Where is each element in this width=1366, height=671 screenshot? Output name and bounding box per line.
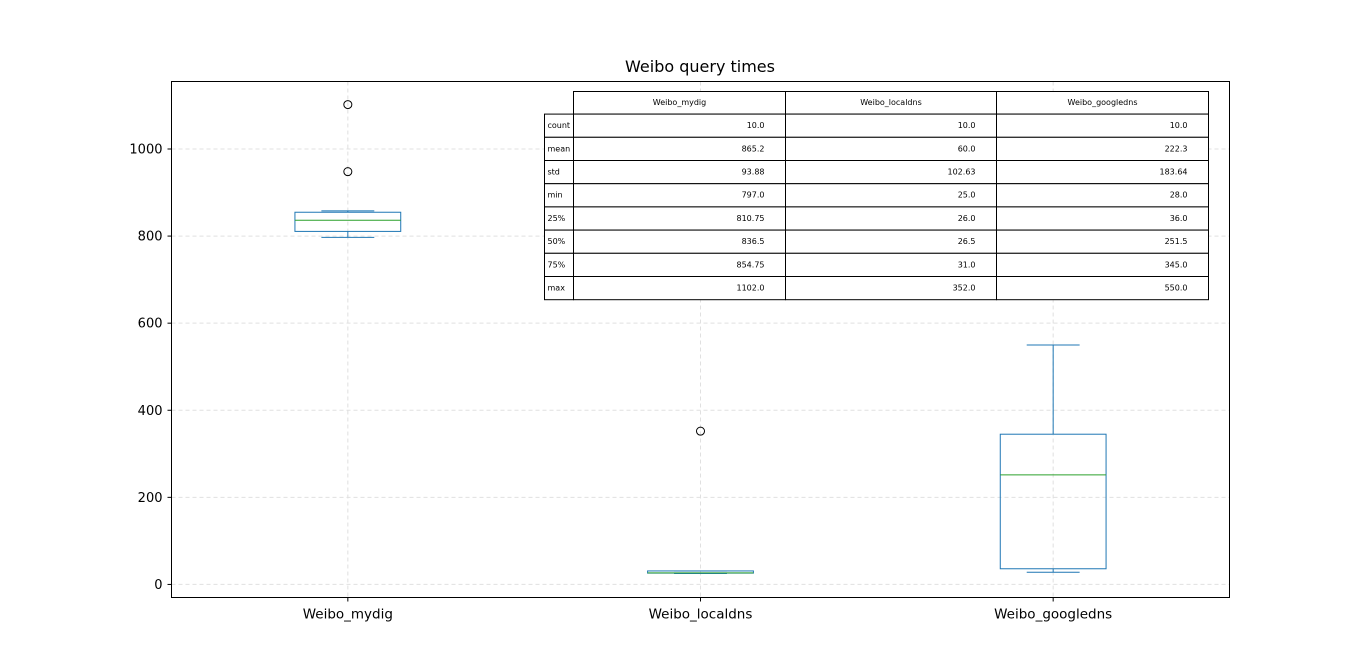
iqr-box [999, 433, 1107, 570]
table-cell-value: 836.5 [742, 237, 765, 246]
x-category-label: Weibo_googledns [994, 607, 1112, 623]
box-layer [294, 100, 1107, 575]
table-row-label: min [548, 191, 563, 200]
table-cell-value: 102.63 [948, 168, 976, 177]
axis-layer: 0 200 400 600 800 1000 Weibo_mydig Weibo_locald… [129, 142, 1112, 622]
table-cell-value: 60.0 [958, 144, 976, 153]
table-cell-value: 550.0 [1165, 284, 1188, 293]
table-cell-value: 865.2 [742, 144, 765, 153]
table-cell-value: 36.0 [1170, 214, 1188, 223]
table-cell-value: 183.64 [1160, 168, 1188, 177]
table-row-label: 75% [548, 260, 566, 269]
table-cell-value: 222.3 [1165, 144, 1188, 153]
table-cell-value: 26.5 [958, 237, 976, 246]
table-row-label: max [548, 284, 566, 293]
table-cell-value: 854.75 [737, 260, 765, 269]
x-category-label: Weibo_localdns [649, 607, 753, 623]
table-header-label: Weibo_googledns [1068, 98, 1138, 107]
y-tick-label: 600 [138, 317, 163, 332]
table-row-label: 25% [548, 214, 566, 223]
table-header-label: Weibo_mydig [653, 98, 706, 107]
table-cell-value: 31.0 [958, 260, 976, 269]
y-tick-label: 1000 [129, 142, 162, 157]
summary-table: Weibo_mydig Weibo_localdns Weibo_googledns… [544, 91, 1209, 301]
box-group-Weibo_localdns [647, 426, 754, 575]
table-cell-value: 93.88 [742, 168, 765, 177]
y-tick-label: 800 [138, 230, 163, 245]
outlier-point [343, 100, 353, 110]
table-cell-value: 26.0 [958, 214, 976, 223]
table-cell [996, 276, 1209, 301]
outlier-point [696, 426, 705, 436]
table-row-label: mean [548, 144, 571, 153]
table-cell-value: 28.0 [1170, 191, 1188, 200]
box-group-Weibo_googledns [999, 344, 1107, 573]
table-cell-value: 10.0 [747, 121, 765, 130]
box-group-Weibo_mydig [294, 100, 402, 238]
table-row-label: 50% [548, 237, 566, 246]
table-cell-value: 25.0 [958, 191, 976, 200]
y-tick-label: 400 [138, 404, 163, 419]
table-row-label: std [548, 168, 560, 177]
table-cell-value: 10.0 [1170, 121, 1188, 130]
table-cell-value: 352.0 [953, 284, 976, 293]
iqr-box [294, 211, 402, 232]
chart-title: Weibo query times [625, 57, 775, 76]
table-row-label: count [548, 121, 571, 130]
y-tick-label: 0 [154, 578, 162, 593]
x-category-label: Weibo_mydig [303, 607, 393, 623]
outlier-point [343, 167, 353, 177]
table-cell-value: 10.0 [958, 121, 976, 130]
table-cell-value: 345.0 [1165, 260, 1188, 269]
table-cell-value: 810.75 [737, 214, 765, 223]
table-cell-value: 251.5 [1165, 237, 1188, 246]
table-cell-value: 797.0 [742, 191, 765, 200]
table-cell-value: 1102.0 [737, 284, 765, 293]
y-tick-label: 200 [138, 491, 163, 506]
table-header-label: Weibo_localdns [860, 98, 922, 107]
